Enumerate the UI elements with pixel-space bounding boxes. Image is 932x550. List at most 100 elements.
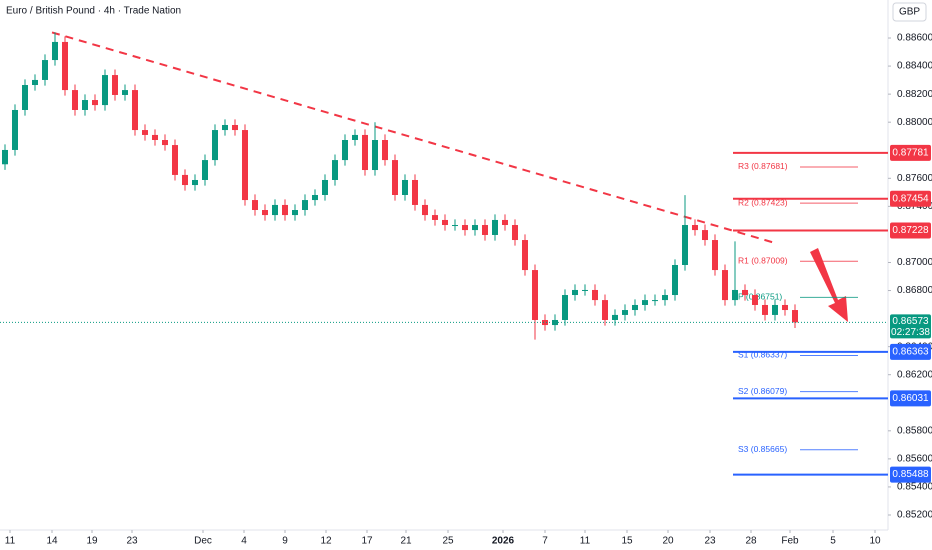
- countdown: 02:27:38: [891, 327, 930, 338]
- candle-body: [782, 304, 788, 311]
- candle-body: [592, 289, 598, 301]
- pivot-label: P (0.86751): [738, 292, 782, 302]
- x-tick-label: 9: [282, 536, 288, 547]
- candle-body: [182, 174, 188, 186]
- candle-body: [342, 140, 348, 161]
- candle-body: [632, 304, 638, 311]
- candle-body: [92, 100, 98, 106]
- candle-body: [482, 225, 488, 235]
- candle-body: [682, 225, 688, 265]
- candle-body: [262, 210, 268, 216]
- candle-body: [162, 140, 168, 146]
- candle-body: [222, 124, 228, 131]
- y-tick-label: 0.85400: [897, 482, 932, 493]
- candle-body: [392, 160, 398, 195]
- candle-body: [382, 140, 388, 161]
- candle-body: [252, 200, 258, 211]
- candle-body: [172, 145, 178, 175]
- candle-body: [352, 134, 358, 141]
- pivot-label: R2 (0.87423): [738, 197, 788, 207]
- x-tick-label: 23: [126, 536, 138, 547]
- candle-body: [582, 289, 588, 291]
- candle-body: [422, 204, 428, 216]
- candle-body: [452, 225, 458, 227]
- x-tick-label: 10: [869, 536, 881, 547]
- y-tick-label: 0.87600: [897, 173, 932, 184]
- candle-body: [272, 204, 278, 216]
- x-tick-label: 17: [361, 536, 373, 547]
- candle-body: [412, 179, 418, 205]
- x-tick-label: 7: [542, 536, 548, 547]
- y-tick-label: 0.86200: [897, 369, 932, 380]
- candle-body: [652, 300, 658, 302]
- candle-body: [532, 270, 538, 320]
- pivot-label: R1 (0.87009): [738, 255, 788, 265]
- candle-body: [82, 100, 88, 110]
- x-tick-label: 11: [5, 536, 16, 547]
- level-label: 0.85488: [892, 469, 929, 480]
- x-tick-label: 23: [704, 536, 716, 547]
- pivot-label: S2 (0.86079): [738, 386, 787, 396]
- candle-body: [102, 75, 108, 106]
- candle-body: [152, 134, 158, 141]
- candle-body: [282, 204, 288, 216]
- candle-body: [402, 179, 408, 195]
- candle-body: [692, 225, 698, 231]
- pivot-label: R3 (0.87681): [738, 161, 788, 171]
- y-tick-label: 0.88600: [897, 33, 932, 44]
- candle-body: [322, 179, 328, 195]
- x-tick-label: 4: [241, 536, 247, 547]
- x-tick-label: 15: [621, 536, 633, 547]
- x-tick-label: 14: [46, 536, 58, 547]
- currency[interactable]: GBP: [899, 7, 920, 18]
- candle-body: [542, 319, 548, 326]
- level-box: [890, 144, 931, 161]
- candle-body: [292, 210, 298, 216]
- y-tick-label: 0.86800: [897, 285, 932, 296]
- candle-body: [792, 310, 798, 323]
- candle-body: [462, 225, 468, 231]
- pivot-label: S1 (0.86337): [738, 350, 787, 360]
- candle-body: [12, 109, 18, 150]
- candle-body: [2, 149, 8, 165]
- down-arrow: [810, 248, 848, 322]
- x-tick-label: 5: [830, 536, 836, 547]
- level-label: 0.86031: [892, 393, 929, 404]
- candle-body: [562, 295, 568, 320]
- candle-body: [502, 219, 508, 226]
- candle-body: [312, 194, 318, 201]
- candle-body: [662, 295, 668, 301]
- x-tick-label: 21: [400, 536, 412, 547]
- candle-body: [232, 124, 238, 131]
- candle-body: [62, 41, 68, 91]
- candle-body: [22, 85, 28, 110]
- candle-body: [602, 300, 608, 320]
- x-tick-label: Feb: [781, 536, 799, 547]
- level-label: 0.86363: [892, 346, 929, 357]
- candle-body: [72, 90, 78, 110]
- last-price-label: 0.86573: [892, 316, 929, 327]
- last-price-box: [890, 314, 931, 339]
- candle-body: [612, 314, 618, 320]
- candle-body: [672, 265, 678, 296]
- candle-body: [512, 225, 518, 241]
- candle-body: [132, 90, 138, 131]
- candle-body: [362, 134, 368, 171]
- candle-body: [642, 300, 648, 305]
- candle-body: [442, 219, 448, 226]
- y-tick-label: 0.85600: [897, 454, 932, 465]
- candle-body: [202, 160, 208, 180]
- candle-body: [742, 289, 748, 296]
- candle-body: [122, 90, 128, 95]
- y-tick-label: 0.85800: [897, 425, 932, 436]
- candle-body: [372, 140, 378, 171]
- level-box: [890, 343, 931, 360]
- candle-body: [242, 130, 248, 201]
- y-tick-label: 0.85200: [897, 510, 932, 521]
- candle-body: [722, 270, 728, 301]
- candle-body: [522, 240, 528, 271]
- currency-box[interactable]: [892, 2, 927, 22]
- chart-title: Euro / British Pound · 4h · Trade Nation: [6, 6, 181, 17]
